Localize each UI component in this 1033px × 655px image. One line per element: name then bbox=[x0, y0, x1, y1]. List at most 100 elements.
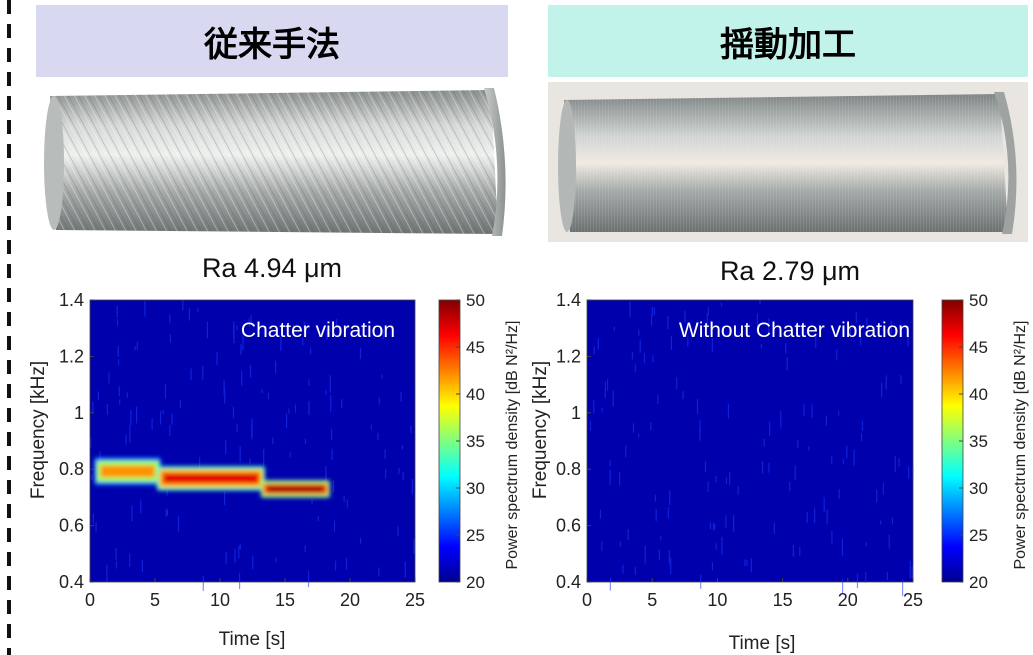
noise-streak bbox=[307, 570, 310, 588]
noise-streak bbox=[275, 360, 277, 373]
y-tick-label: 1 bbox=[571, 403, 581, 423]
chart-annotation: Chatter vibration bbox=[241, 319, 395, 342]
noise-streak bbox=[144, 300, 146, 317]
y-tick-label: 1 bbox=[74, 403, 84, 423]
noise-streak bbox=[654, 494, 657, 502]
noise-streak bbox=[803, 403, 805, 416]
colorbar-tick-label: 30 bbox=[466, 479, 485, 498]
x-tick-label: 25 bbox=[405, 590, 425, 610]
noise-streak bbox=[860, 332, 862, 346]
noise-streak bbox=[308, 379, 310, 386]
noise-streak bbox=[108, 372, 110, 384]
noise-streak bbox=[886, 571, 888, 581]
noise-streak bbox=[855, 312, 857, 324]
noise-streak bbox=[140, 499, 142, 514]
noise-streak bbox=[251, 424, 253, 437]
noise-streak bbox=[252, 555, 254, 570]
noise-streak bbox=[151, 418, 153, 430]
noise-streak bbox=[336, 318, 338, 329]
noise-streak bbox=[639, 339, 641, 353]
noise-streak bbox=[768, 421, 771, 436]
noise-streak bbox=[865, 542, 867, 547]
noise-streak bbox=[609, 460, 611, 467]
noise-streak bbox=[786, 357, 788, 371]
noise-streak bbox=[625, 445, 627, 458]
noise-streak bbox=[116, 319, 119, 326]
chatter-bands bbox=[94, 457, 330, 498]
noise-streak bbox=[715, 475, 717, 483]
noise-streak bbox=[604, 381, 606, 398]
noise-streak bbox=[631, 352, 633, 360]
noise-streak bbox=[669, 490, 671, 506]
noise-streak bbox=[242, 335, 244, 351]
x-axis-label: Time [s] bbox=[729, 633, 796, 654]
noise-streak bbox=[171, 413, 173, 425]
y-tick-label: 0.6 bbox=[556, 516, 581, 536]
noise-streak bbox=[413, 539, 415, 554]
noise-streak bbox=[118, 386, 120, 397]
y-tick-label: 0.4 bbox=[556, 572, 581, 592]
noise-streak bbox=[714, 523, 716, 530]
noise-streak bbox=[341, 399, 343, 409]
noise-streak bbox=[115, 561, 118, 569]
noise-streak bbox=[381, 374, 383, 379]
noise-streak bbox=[325, 390, 327, 395]
chatter-band bbox=[100, 465, 155, 478]
noise-streak bbox=[397, 526, 399, 537]
x-tick-label: 5 bbox=[647, 590, 657, 610]
noise-streak bbox=[622, 564, 624, 574]
header-oscillation-machining: 揺動加工 bbox=[548, 5, 1028, 77]
noise-streak bbox=[202, 365, 204, 380]
noise-streak bbox=[733, 515, 735, 533]
noise-streak bbox=[750, 558, 753, 573]
colorbar-label: Power spectrum density [dB N²/Hz] bbox=[504, 321, 520, 570]
noise-streak bbox=[638, 329, 640, 336]
noise-streak bbox=[876, 489, 878, 503]
noise-streak bbox=[657, 395, 659, 404]
noise-streak bbox=[92, 513, 94, 524]
noise-streak bbox=[890, 320, 892, 335]
noise-streak bbox=[106, 564, 108, 583]
noise-streak bbox=[135, 406, 138, 424]
noise-streak bbox=[634, 364, 636, 372]
noise-streak bbox=[179, 399, 181, 408]
noise-streak bbox=[634, 566, 636, 575]
noise-streak bbox=[763, 438, 765, 447]
colorbar-tick-label: 40 bbox=[466, 385, 485, 404]
noise-streak bbox=[272, 437, 274, 444]
noise-streak bbox=[378, 397, 380, 405]
noise-streak bbox=[263, 448, 265, 467]
noise-streak bbox=[601, 408, 603, 413]
noise-streak bbox=[239, 544, 241, 550]
noise-streak bbox=[838, 488, 840, 499]
x-tick-label: 15 bbox=[773, 590, 793, 610]
noise-streak bbox=[651, 306, 653, 316]
y-tick-label: 0.8 bbox=[59, 459, 84, 479]
noise-streak bbox=[99, 451, 101, 460]
noise-streak bbox=[359, 350, 362, 360]
noise-streak bbox=[609, 469, 611, 485]
noise-streak bbox=[331, 448, 333, 461]
noise-streak bbox=[715, 543, 717, 551]
noise-streak bbox=[329, 375, 331, 393]
noise-streak bbox=[188, 308, 191, 321]
x-tick-label: 10 bbox=[210, 590, 230, 610]
noise-streak bbox=[638, 433, 640, 438]
noise-streak bbox=[670, 336, 673, 350]
noise-streak bbox=[725, 477, 728, 484]
plot-background bbox=[587, 300, 913, 582]
noise-streak bbox=[249, 364, 252, 378]
noise-streaks bbox=[90, 300, 415, 592]
noise-streak bbox=[811, 404, 813, 418]
noise-streak bbox=[627, 529, 629, 541]
noise-streak bbox=[285, 413, 288, 428]
noise-streak bbox=[206, 321, 209, 339]
chart-annotation: Without Chatter vibration bbox=[679, 319, 910, 342]
photo-pipe-oscillation bbox=[548, 82, 1028, 242]
noise-streak bbox=[780, 410, 782, 428]
noise-streak bbox=[117, 346, 119, 357]
noise-streak bbox=[267, 393, 269, 400]
noise-streak bbox=[898, 458, 900, 468]
noise-streak bbox=[860, 433, 863, 441]
noise-streak bbox=[359, 537, 362, 544]
